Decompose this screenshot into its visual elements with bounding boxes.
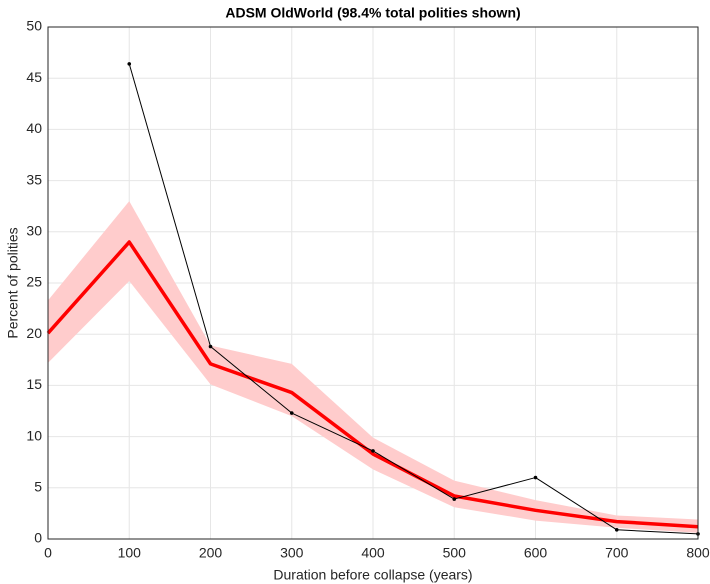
y-tick-label: 45: [26, 69, 42, 85]
x-tick-label: 400: [361, 545, 385, 561]
x-tick-label: 200: [199, 545, 223, 561]
x-tick-label: 500: [443, 545, 467, 561]
y-tick-label: 30: [26, 223, 42, 239]
x-tick-label: 100: [118, 545, 142, 561]
y-tick-label: 5: [34, 479, 42, 495]
chart-title: ADSM OldWorld (98.4% total polities show…: [225, 5, 520, 21]
x-axis-label: Duration before collapse (years): [273, 567, 472, 583]
x-tick-label: 0: [44, 545, 52, 561]
data-point: [371, 449, 375, 453]
y-axis-label: Percent of polities: [5, 227, 21, 338]
data-point: [614, 527, 619, 532]
y-tick-label: 15: [26, 376, 42, 392]
data-point: [533, 475, 538, 480]
confidence-band: [48, 201, 698, 533]
series-line: [128, 63, 699, 535]
y-tick-label: 35: [26, 171, 42, 187]
data-point: [289, 411, 294, 415]
x-tick-label: 800: [686, 545, 710, 561]
x-tick-label: 700: [605, 545, 629, 561]
series-line: [46, 240, 699, 529]
y-tick-label: 25: [26, 274, 42, 290]
y-tick-label: 0: [34, 530, 42, 546]
data-point: [452, 497, 457, 501]
y-tick-label: 20: [26, 325, 42, 341]
y-tick-label: 50: [26, 18, 42, 34]
data-point: [208, 344, 213, 349]
x-tick-label: 600: [524, 545, 548, 561]
y-tick-label: 40: [26, 120, 42, 136]
y-tick-label: 10: [26, 427, 42, 443]
data-point: [127, 62, 132, 66]
x-tick-label: 300: [280, 545, 304, 561]
axes-box: [47, 26, 699, 540]
